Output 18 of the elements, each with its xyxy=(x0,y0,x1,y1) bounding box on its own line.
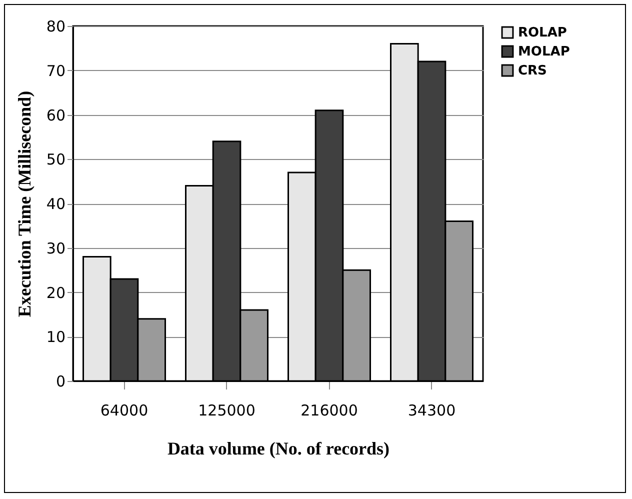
y-tick-label: 80 xyxy=(46,18,66,36)
y-tick-label: 40 xyxy=(46,195,66,213)
y-tick-label: 10 xyxy=(46,328,66,346)
legend-label: MOLAP xyxy=(518,44,570,60)
x-tick-label: 216000 xyxy=(300,402,358,420)
x-tick-label: 34300 xyxy=(408,402,456,420)
y-axis-title: Execution Time (Millisecond) xyxy=(14,90,34,318)
y-tick-label: 0 xyxy=(56,372,66,390)
legend-label: CRS xyxy=(518,64,547,78)
y-tick-label: 50 xyxy=(46,150,66,169)
y-tick-label: 60 xyxy=(46,106,66,124)
y-tick-label: 70 xyxy=(46,62,66,80)
y-tick-label: 30 xyxy=(46,239,66,258)
y-tick-label: 20 xyxy=(46,284,66,302)
x-tick-label: 64000 xyxy=(100,402,148,420)
x-tick-label: 125000 xyxy=(198,402,256,420)
x-axis-title: Data volume (No. of records) xyxy=(167,438,390,458)
legend-label: ROLAP xyxy=(518,26,567,40)
